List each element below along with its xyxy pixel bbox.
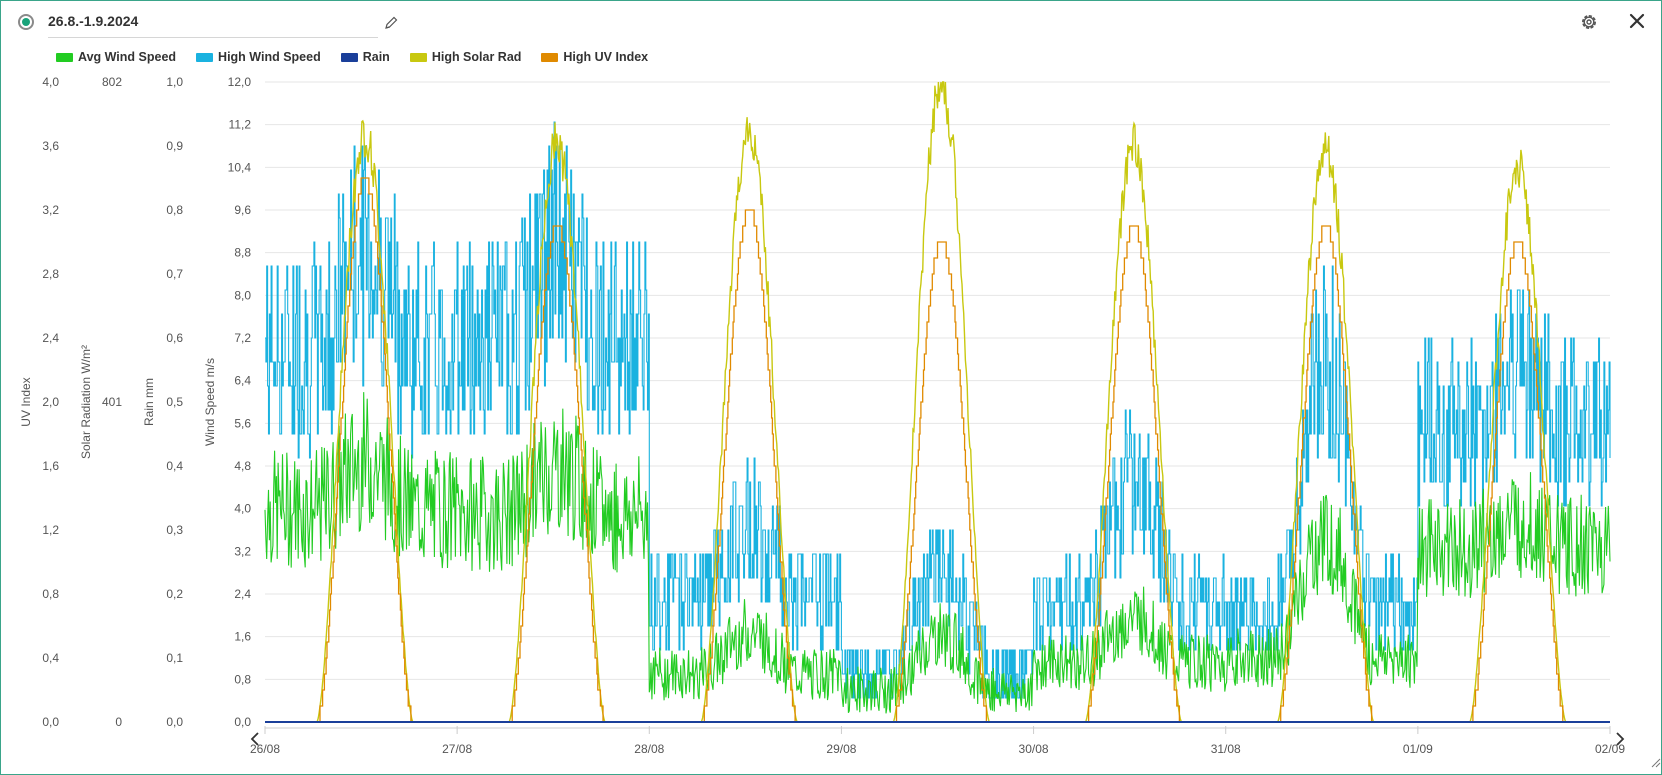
tick-label-uv: 2,0 xyxy=(42,395,59,409)
legend-swatch xyxy=(541,52,559,62)
chart-title[interactable]: 26.8.-1.9.2024 xyxy=(48,13,139,29)
radio-selected-icon[interactable] xyxy=(18,14,34,30)
tick-label-wind: 3,2 xyxy=(234,544,251,558)
tick-label-rain: 0,6 xyxy=(166,331,183,345)
close-icon[interactable] xyxy=(1627,11,1647,31)
tick-label-rain: 0,3 xyxy=(166,523,183,537)
tick-label-uv: 1,2 xyxy=(42,523,59,537)
pencil-icon[interactable] xyxy=(383,15,399,31)
axis-title-wind: Wind Speed m/s xyxy=(203,358,217,446)
chart-header: 26.8.-1.9.2024 xyxy=(15,9,398,39)
legend-label: High Wind Speed xyxy=(218,50,321,64)
tick-label-uv: 1,6 xyxy=(42,459,59,473)
x-tick-label: 27/08 xyxy=(442,742,472,756)
legend-swatch xyxy=(340,52,358,62)
tick-label-uv: 2,8 xyxy=(42,267,59,281)
axis-title-solar: Solar Radiation W/m² xyxy=(79,345,93,459)
series-line-avg-wind-speed xyxy=(264,392,1611,714)
tick-label-wind: 6,4 xyxy=(234,374,251,388)
tick-label-wind: 11,2 xyxy=(229,118,252,132)
tick-label-solar: 802 xyxy=(102,75,122,89)
chevron-right-icon[interactable] xyxy=(1616,732,1625,746)
tick-label-wind: 10,4 xyxy=(228,160,252,174)
legend-item-solar[interactable]: High Solar Rad xyxy=(409,48,522,66)
legend-item-uv[interactable]: High UV Index xyxy=(541,48,648,66)
axis-title-uv: UV Index xyxy=(19,377,33,426)
tick-label-rain: 0,2 xyxy=(166,587,183,601)
tick-label-rain: 0,5 xyxy=(166,395,183,409)
tick-label-rain: 0,1 xyxy=(166,651,183,665)
x-tick-label: 31/08 xyxy=(1211,742,1241,756)
series-line-high-wind-speed xyxy=(265,121,1611,699)
tick-label-wind: 8,8 xyxy=(234,246,251,260)
tick-label-uv: 4,0 xyxy=(42,75,59,89)
legend-item-rain[interactable]: Rain xyxy=(340,48,390,66)
legend-swatch xyxy=(56,52,73,62)
tick-label-rain: 1,0 xyxy=(166,75,183,89)
tick-label-wind: 0,8 xyxy=(234,672,251,686)
tick-label-rain: 0,7 xyxy=(166,267,183,281)
legend-swatch xyxy=(196,52,214,62)
tick-label-rain: 0,0 xyxy=(166,715,183,729)
tick-label-rain: 0,9 xyxy=(166,139,183,153)
title-underline xyxy=(48,37,378,38)
tick-label-uv: 3,6 xyxy=(42,139,59,153)
x-tick-label: 30/08 xyxy=(1019,742,1049,756)
x-tick-label: 02/09 xyxy=(1595,742,1625,756)
tick-label-wind: 2,4 xyxy=(234,587,251,601)
chevron-left-icon[interactable] xyxy=(250,732,259,746)
tick-label-rain: 0,8 xyxy=(166,203,183,217)
tick-label-rain: 0,4 xyxy=(166,459,183,473)
tick-label-uv: 0,0 xyxy=(42,715,59,729)
tick-label-wind: 12,0 xyxy=(228,75,252,89)
tick-label-solar: 401 xyxy=(102,395,122,409)
tick-label-wind: 4,8 xyxy=(234,459,251,473)
legend-item-high-wind[interactable]: High Wind Speed xyxy=(196,48,321,66)
tick-label-wind: 7,2 xyxy=(234,331,251,345)
tick-label-wind: 1,6 xyxy=(234,630,251,644)
legend-item-avg-wind[interactable]: Avg Wind Speed xyxy=(56,48,176,66)
tick-label-uv: 3,2 xyxy=(42,203,59,217)
legend-label: Avg Wind Speed xyxy=(78,50,177,64)
legend-label: High UV Index xyxy=(563,50,649,64)
x-tick-label: 26/08 xyxy=(250,742,280,756)
legend-swatch xyxy=(409,52,427,62)
tick-label-wind: 0,0 xyxy=(234,715,251,729)
tick-label-uv: 2,4 xyxy=(42,331,59,345)
tick-label-solar: 0 xyxy=(115,715,122,729)
legend-label: High Solar Rad xyxy=(431,50,522,64)
x-tick-label: 01/09 xyxy=(1403,742,1433,756)
gear-icon[interactable] xyxy=(1579,12,1599,32)
chart-legend: Avg Wind Speed High Wind Speed Rain High… xyxy=(56,48,668,66)
tick-label-uv: 0,8 xyxy=(42,587,59,601)
resize-handle-icon[interactable] xyxy=(1651,758,1661,768)
x-tick-label: 28/08 xyxy=(634,742,664,756)
axis-title-rain: Rain mm xyxy=(142,378,156,426)
legend-label: Rain xyxy=(362,50,390,64)
tick-label-wind: 4,0 xyxy=(234,502,251,516)
tick-label-uv: 0,4 xyxy=(42,651,59,665)
x-tick-label: 29/08 xyxy=(826,742,856,756)
tick-label-wind: 8,0 xyxy=(234,288,251,302)
tick-label-wind: 5,6 xyxy=(234,416,251,430)
tick-label-wind: 9,6 xyxy=(234,203,251,217)
